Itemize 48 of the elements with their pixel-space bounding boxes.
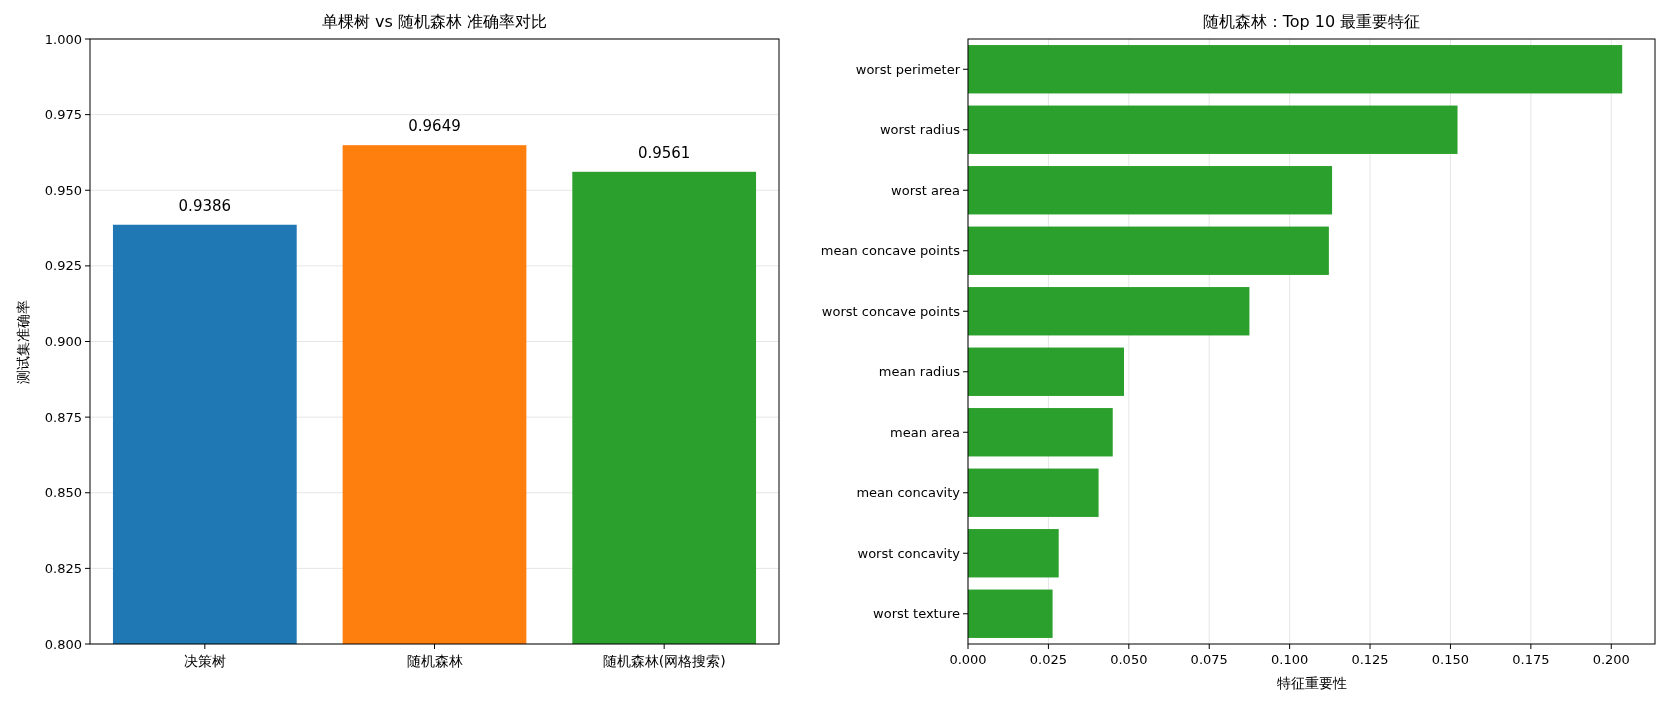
- y-tick-label: 0.875: [44, 409, 82, 425]
- y-tick-label: 0.800: [44, 636, 82, 652]
- x-tick-label: 0.200: [1592, 652, 1630, 667]
- y-tick-label: mean radius: [878, 364, 961, 380]
- data-label: 0.9386: [178, 196, 232, 215]
- x-tick-label: 0.125: [1351, 652, 1389, 667]
- bar: [968, 166, 1333, 215]
- data-label: 0.9561: [637, 143, 691, 162]
- y-tick-label: mean concavity: [856, 485, 961, 501]
- y-tick-label: worst concavity: [857, 545, 961, 561]
- bar: [968, 347, 1124, 396]
- bar: [968, 408, 1113, 457]
- y-tick-label: 0.950: [44, 182, 82, 198]
- x-tick-label: 0.175: [1512, 652, 1550, 667]
- y-tick-label: worst concave points: [821, 303, 961, 319]
- y-tick-label: 0.850: [44, 485, 82, 501]
- y-tick-label: mean area: [890, 424, 960, 440]
- x-tick-label: 0.075: [1190, 652, 1228, 667]
- chart-title: 随机森林：Top 10 最重要特征: [1202, 12, 1421, 31]
- y-tick-label: 0.975: [44, 107, 82, 123]
- y-tick-label: 0.925: [44, 258, 82, 274]
- x-tick-label: 0.100: [1271, 652, 1309, 667]
- x-tick-label: 0.000: [949, 652, 987, 667]
- bar: [968, 529, 1059, 578]
- x-axis-title: 特征重要性: [1276, 675, 1347, 691]
- data-label: 0.9649: [408, 117, 461, 136]
- bar: [968, 226, 1329, 275]
- bar: [968, 589, 1053, 638]
- x-tick-label: 随机森林: [406, 653, 463, 669]
- y-axis-title: 测试集准确率: [15, 299, 31, 384]
- y-tick-label: mean concave points: [820, 243, 961, 259]
- x-tick-label: 0.050: [1110, 652, 1148, 667]
- y-tick-label: worst perimeter: [855, 61, 961, 77]
- y-tick-label: 0.825: [44, 560, 82, 576]
- bar: [968, 105, 1458, 154]
- y-tick-label: worst area: [891, 182, 960, 198]
- x-tick-label: 决策树: [183, 653, 226, 669]
- bar: [968, 468, 1099, 517]
- y-tick-label: worst radius: [879, 122, 961, 138]
- y-tick-label: 1.000: [44, 31, 82, 47]
- x-tick-label: 0.025: [1029, 652, 1068, 667]
- y-tick-label: worst texture: [873, 606, 960, 622]
- x-tick-label: 随机森林(网格搜索): [602, 653, 726, 669]
- x-tick-label: 0.150: [1431, 652, 1470, 667]
- bar: [968, 287, 1250, 336]
- bar: [968, 45, 1623, 94]
- chart-title: 单棵树 vs 随机森林 准确率对比: [321, 12, 548, 31]
- y-tick-label: 0.900: [44, 334, 82, 350]
